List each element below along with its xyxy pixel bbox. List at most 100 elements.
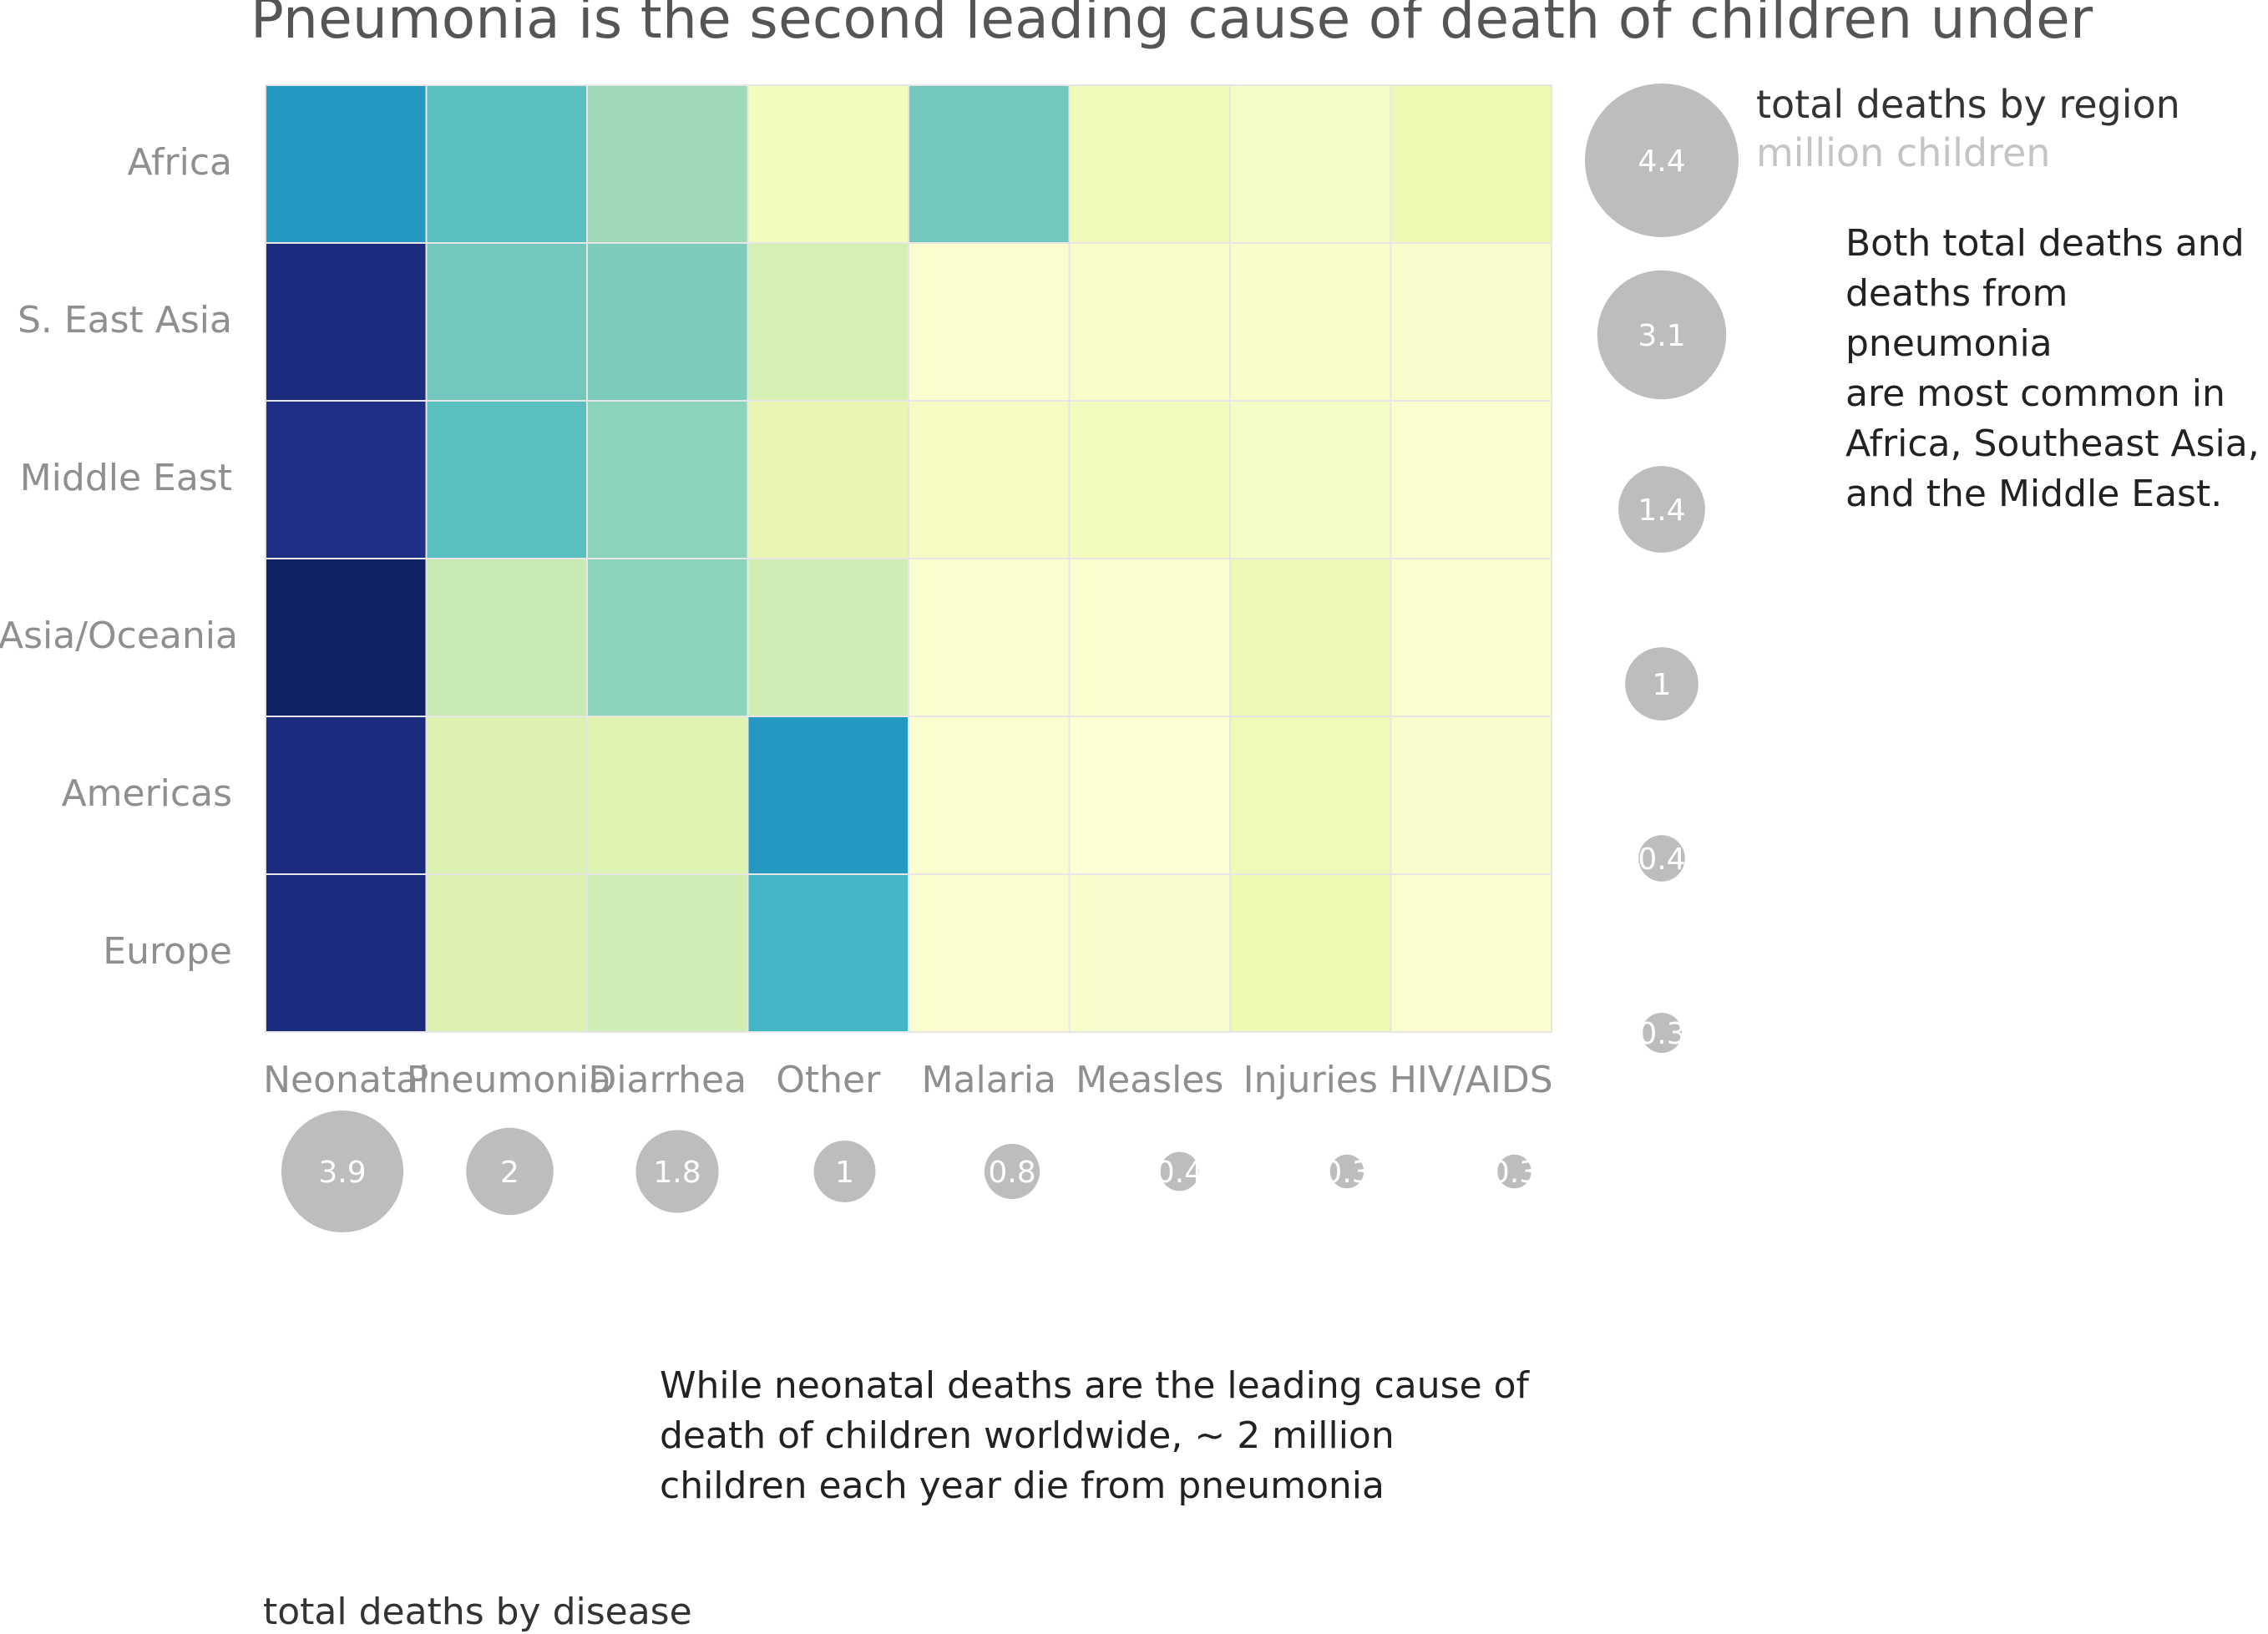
region-annotation: Both total deaths and deaths from pneumo…: [1845, 222, 2260, 515]
heatmap-cell: [1068, 242, 1231, 402]
region-total-value: 4.4: [1638, 144, 1685, 179]
column-label: Pneumonia: [406, 1059, 612, 1101]
heatmap-cell: [586, 716, 749, 875]
heatmap-cell: [1229, 716, 1392, 875]
heatmap-cell: [265, 400, 428, 559]
region-total-bubbles: 4.4 3.1 1.4 1 0.4 0.3: [1585, 83, 1739, 1054]
heatmap-cell: [747, 558, 909, 717]
disease-total-bubble: [1160, 1151, 1199, 1191]
disease-total-bubbles: 3.9 2 1.8 1 0.8 0.4 0.3 0.3: [281, 1110, 1538, 1232]
column-label: Neonatal: [263, 1059, 429, 1101]
heatmap-cell: [425, 716, 588, 875]
heatmap-cell: [265, 716, 428, 875]
region-total-bubble: [1585, 83, 1739, 237]
region-total-value: 0.3: [1638, 1017, 1685, 1051]
disease-total-value: 0.3: [1491, 1156, 1538, 1190]
heatmap-cell: [747, 400, 909, 559]
column-label: Other: [776, 1059, 881, 1101]
column-label: Malaria: [921, 1059, 1056, 1101]
heatmap-cell: [425, 558, 588, 717]
heatmap-cell: [1229, 242, 1392, 402]
disease-total-bubble: [635, 1130, 719, 1213]
disease-total-bubble: [1497, 1154, 1531, 1189]
heatmap-cell: [908, 242, 1071, 402]
heatmap-cell: [1229, 84, 1392, 244]
heatmap-cell: [1068, 716, 1231, 875]
heatmap-cell: [1390, 242, 1552, 402]
column-label: Measles: [1076, 1059, 1224, 1101]
row-label: S. East Asia: [17, 298, 232, 341]
heatmap-cell: [747, 873, 909, 1033]
heatmap-cell: [1068, 873, 1231, 1033]
heatmap-cell: [425, 400, 588, 559]
column-label: HIV/AIDS: [1389, 1059, 1553, 1101]
heatmap-cell: [425, 873, 588, 1033]
heatmap-cell: [586, 400, 749, 559]
heatmap-cell: [1229, 873, 1392, 1033]
heatmap-cell: [265, 558, 428, 717]
heatmap-cell: [908, 873, 1071, 1033]
column-label: Injuries: [1243, 1059, 1378, 1101]
heatmap-cell: [1390, 558, 1552, 717]
heatmap-cell: [586, 558, 749, 717]
heatmap-cell: [1229, 400, 1392, 559]
heatmap-cell: [1229, 558, 1392, 717]
disease-total-bubble: [813, 1141, 876, 1202]
disease-totals-label: total deaths by disease: [263, 1591, 692, 1633]
disease-total-bubble: [466, 1127, 554, 1216]
disease-total-value: 0.8: [988, 1156, 1035, 1190]
region-total-bubble: [1641, 1012, 1683, 1054]
disease-total-value: 1.8: [653, 1156, 701, 1190]
heatmap-cell: [586, 84, 749, 244]
region-total-bubble: [1618, 466, 1705, 553]
disease-total-value: 2: [500, 1156, 519, 1190]
heatmap-cell: [1390, 84, 1552, 244]
heatmap-cell: [265, 84, 428, 244]
region-total-bubble: [1638, 835, 1685, 882]
disease-total-value: 3.9: [318, 1156, 366, 1190]
row-label: Africa: [127, 140, 233, 184]
disease-total-value: 1: [835, 1156, 854, 1190]
region-total-value: 1.4: [1638, 493, 1685, 528]
region-total-value: 3.1: [1638, 319, 1685, 353]
heatmap-cell: [908, 558, 1071, 717]
heatmap-cell: [747, 84, 909, 244]
heatmap-cell: [747, 716, 909, 875]
row-label: Middle East: [19, 456, 232, 499]
region-total-value: 0.4: [1638, 842, 1685, 877]
heatmap-cell: [265, 242, 428, 402]
heatmap-cell: [425, 84, 588, 244]
heatmap-cell: [1390, 400, 1552, 559]
heatmap-cell: [747, 242, 909, 402]
disease-total-bubble: [984, 1143, 1040, 1200]
heatmap-cell: [908, 716, 1071, 875]
heatmap-cell: [265, 873, 428, 1033]
heatmap-cell: [1390, 716, 1552, 875]
heatmap-cell: [1068, 84, 1231, 244]
disease-total-value: 0.4: [1156, 1156, 1203, 1190]
disease-total-value: 0.3: [1323, 1156, 1370, 1190]
heatmap-cells: [265, 84, 1552, 1033]
region-legend-title: total deaths by region: [1756, 82, 2180, 127]
disease-total-bubble: [281, 1110, 403, 1232]
region-total-bubble: [1625, 647, 1698, 721]
chart-title: Pneumonia is the second leading cause of…: [251, 0, 2093, 51]
heatmap-cell: [1390, 873, 1552, 1033]
heatmap-cell: [425, 242, 588, 402]
region-legend-unit: million children: [1756, 130, 2051, 175]
heatmap-cell: [1068, 558, 1231, 717]
heatmap-cell: [1068, 400, 1231, 559]
row-label: Asia/Oceania: [0, 614, 238, 657]
row-label: Americas: [61, 771, 232, 815]
region-total-value: 1: [1653, 668, 1672, 702]
heatmap-cell: [586, 873, 749, 1033]
heatmap-cell: [586, 242, 749, 402]
region-total-bubble: [1597, 270, 1727, 400]
heatmap-cell: [908, 84, 1071, 244]
column-label: Diarrhea: [588, 1059, 747, 1101]
disease-annotation: While neonatal deaths are the leading ca…: [660, 1364, 1530, 1507]
disease-total-bubble: [1329, 1154, 1364, 1189]
heatmap-cell: [908, 400, 1071, 559]
row-label: Europe: [103, 929, 232, 973]
